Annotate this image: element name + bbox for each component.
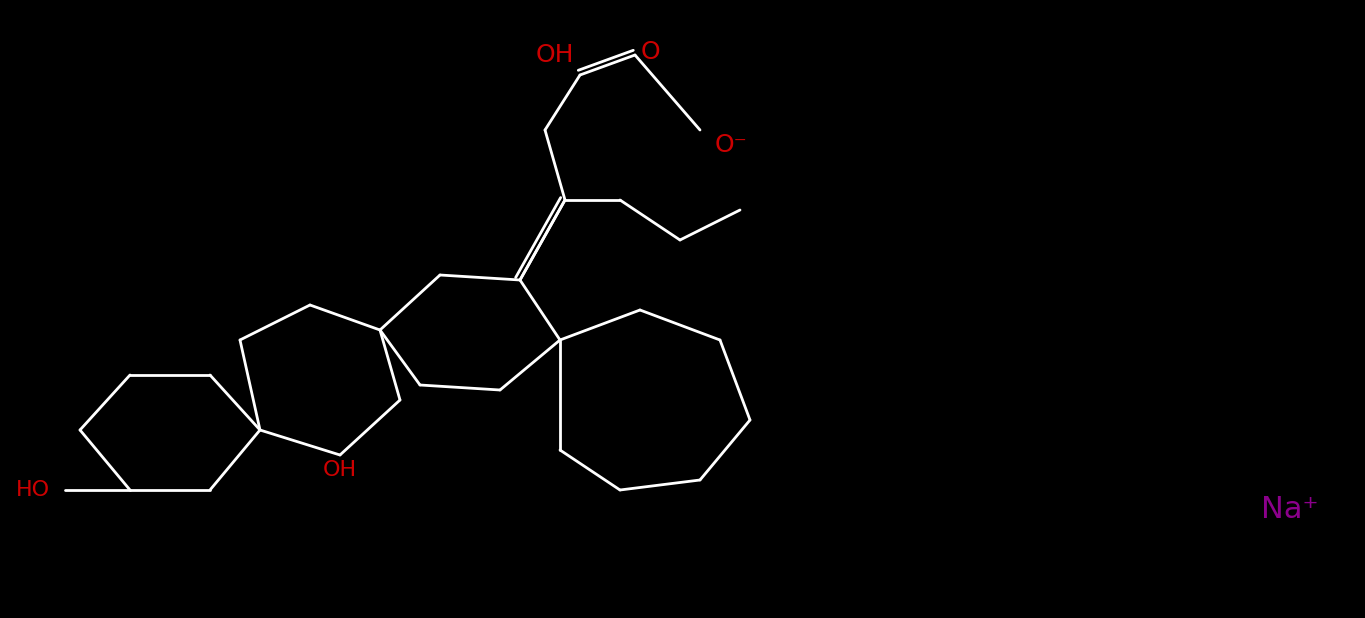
Text: O⁻: O⁻ xyxy=(715,133,748,157)
Text: O: O xyxy=(640,40,659,64)
Text: HO: HO xyxy=(16,480,51,500)
Text: OH: OH xyxy=(535,43,575,67)
Text: Na⁺: Na⁺ xyxy=(1261,496,1319,525)
Text: OH: OH xyxy=(324,460,358,480)
